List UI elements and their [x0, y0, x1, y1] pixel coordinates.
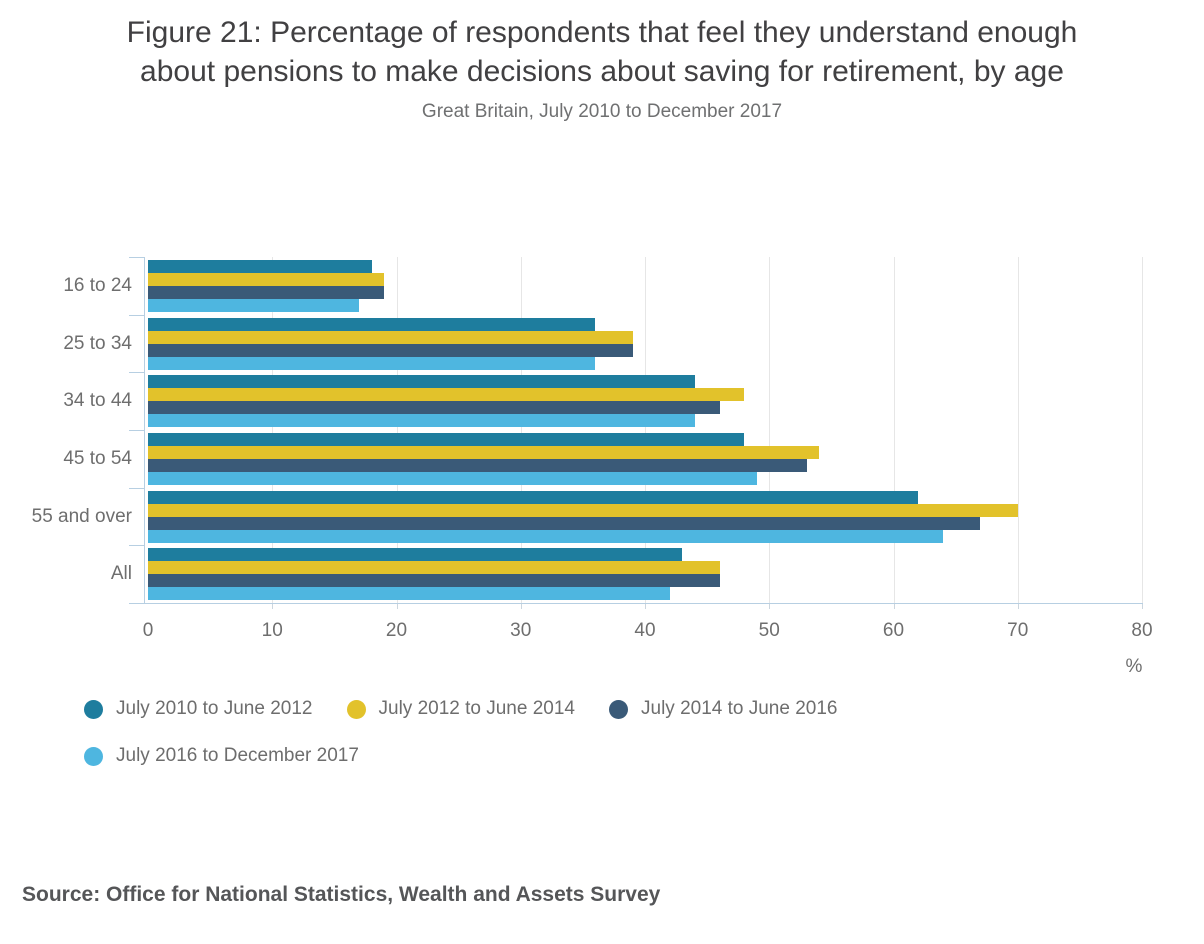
legend-label: July 2010 to June 2012: [116, 698, 313, 719]
category-axis-tick: [129, 430, 145, 431]
bar: [148, 299, 360, 312]
x-tick-label: 60: [882, 620, 905, 641]
legend-label: July 2016 to December 2017: [116, 745, 359, 766]
chart-subtitle: Great Britain, July 2010 to December 201…: [421, 101, 783, 122]
bar-group: [148, 315, 1142, 373]
bar: [148, 317, 596, 331]
gridline: [1017, 257, 1019, 603]
bar: [148, 433, 745, 446]
gridline: [645, 257, 646, 603]
legend-swatch-icon: [609, 699, 628, 719]
gridline: [396, 257, 398, 603]
bar-group: [148, 430, 1142, 488]
bar: [148, 330, 633, 344]
bar: [148, 574, 720, 588]
bar: [148, 343, 633, 357]
category-label: 34 to 44: [63, 390, 132, 412]
bar: [148, 459, 807, 472]
bar: [148, 356, 596, 370]
bar: [148, 446, 819, 459]
bar: [148, 472, 757, 485]
bar: [148, 375, 695, 389]
legend-label: July 2012 to June 2014: [378, 698, 576, 719]
bar: [148, 587, 670, 601]
x-axis-tick: [893, 604, 895, 609]
x-axis-tick: [396, 604, 398, 609]
bar: [148, 401, 720, 415]
x-axis-line: [144, 603, 1143, 604]
plot-area: [148, 257, 1143, 603]
legend-swatch-icon: [84, 699, 103, 719]
x-axis-tick: [645, 604, 646, 609]
legend: July 2010 to June 2012 July 2012 to June …: [84, 695, 872, 789]
category-label: All: [110, 563, 132, 585]
x-tick-label: 10: [261, 620, 283, 641]
bar: [148, 529, 944, 543]
legend-swatch-icon: [346, 699, 366, 719]
bar-group: [148, 257, 1142, 315]
x-tick-label: 30: [510, 620, 532, 641]
x-axis-tick: [272, 604, 274, 609]
bar-group: [148, 488, 1142, 546]
category-axis-tick: [129, 545, 145, 547]
legend-item[interactable]: July 2016 to December 2017: [84, 745, 359, 767]
category-label: 16 to 24: [63, 274, 132, 296]
category-axis-tick: [129, 603, 145, 604]
x-tick-label: 70: [1007, 620, 1029, 641]
legend-row: July 2010 to June 2012 July 2012 to June …: [84, 695, 872, 723]
category-label: 45 to 54: [63, 447, 132, 469]
x-tick-label: 0: [142, 620, 154, 641]
gridline: [520, 257, 522, 603]
bar: [148, 286, 385, 299]
gridline: [893, 257, 895, 603]
category-axis-tick: [129, 372, 145, 374]
source-text: Source: Office for National Statistics, …: [22, 883, 661, 906]
category-axis-tick: [129, 487, 145, 489]
legend-item[interactable]: July 2014 to June 2016: [609, 698, 838, 720]
x-axis-tick: [1017, 604, 1019, 609]
chart-title: Figure 21: Percentage of respondents tha…: [126, 16, 1078, 88]
gridline: [1142, 257, 1143, 603]
category-label: 55 and over: [31, 505, 132, 527]
bar: [148, 548, 683, 562]
bar: [148, 273, 385, 286]
x-axis-tick: [769, 604, 771, 609]
category-label: 25 to 34: [63, 332, 132, 354]
x-axis-tick: [520, 604, 522, 609]
bar: [148, 503, 1018, 517]
bar-group: [148, 545, 1142, 603]
bar: [148, 388, 745, 402]
bar: [148, 516, 981, 530]
x-tick-label: 40: [634, 620, 656, 641]
legend-item[interactable]: July 2010 to June 2012: [84, 698, 313, 720]
legend-item[interactable]: July 2012 to June 2014: [346, 698, 576, 720]
category-axis-tick: [129, 314, 145, 316]
legend-swatch-icon: [84, 746, 103, 766]
bar-group: [148, 372, 1142, 430]
gridline: [272, 257, 274, 603]
legend-row: July 2016 to December 2017: [84, 742, 872, 770]
x-tick-label: 80: [1131, 620, 1153, 641]
x-axis-tick: [1142, 604, 1143, 609]
bar: [148, 561, 720, 575]
percent-unit-label: %: [1125, 656, 1143, 677]
legend-label: July 2014 to June 2016: [641, 698, 838, 719]
bar: [148, 260, 372, 273]
x-tick-label: 50: [758, 620, 780, 641]
bar: [148, 414, 695, 428]
gridline: [769, 257, 771, 603]
category-axis-tick: [129, 257, 145, 258]
x-tick-label: 20: [385, 620, 408, 641]
bar: [148, 490, 919, 504]
